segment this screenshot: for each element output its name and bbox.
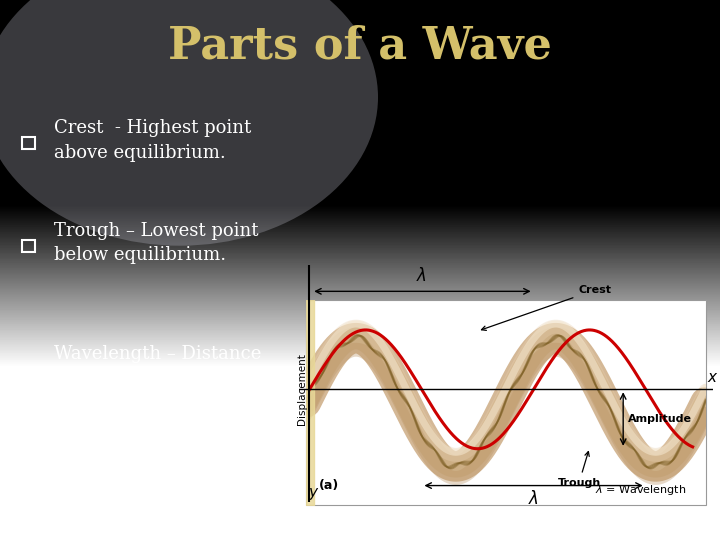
Text: $\lambda$ = Wavelength: $\lambda$ = Wavelength — [595, 483, 686, 497]
Text: Crest: Crest — [482, 285, 611, 330]
Text: (a): (a) — [319, 479, 339, 492]
Ellipse shape — [0, 0, 378, 246]
Text: Wavelength – Distance
the wave travels during
one cycle (λ).: Wavelength – Distance the wave travels d… — [54, 345, 271, 411]
Text: x: x — [708, 369, 716, 384]
Text: Parts of a Wave: Parts of a Wave — [168, 24, 552, 68]
Text: y: y — [309, 485, 318, 501]
Text: Crest  - Highest point
above equilibrium.: Crest - Highest point above equilibrium. — [54, 119, 251, 161]
Text: Trough: Trough — [557, 451, 600, 488]
Text: Amplitude: Amplitude — [627, 414, 691, 424]
Text: Trough – Lowest point
below equilibrium.: Trough – Lowest point below equilibrium. — [54, 222, 258, 264]
Text: $\lambda$: $\lambda$ — [528, 490, 539, 508]
Text: Displacement: Displacement — [297, 353, 307, 426]
FancyBboxPatch shape — [306, 300, 706, 505]
Text: $\lambda$: $\lambda$ — [416, 267, 427, 285]
